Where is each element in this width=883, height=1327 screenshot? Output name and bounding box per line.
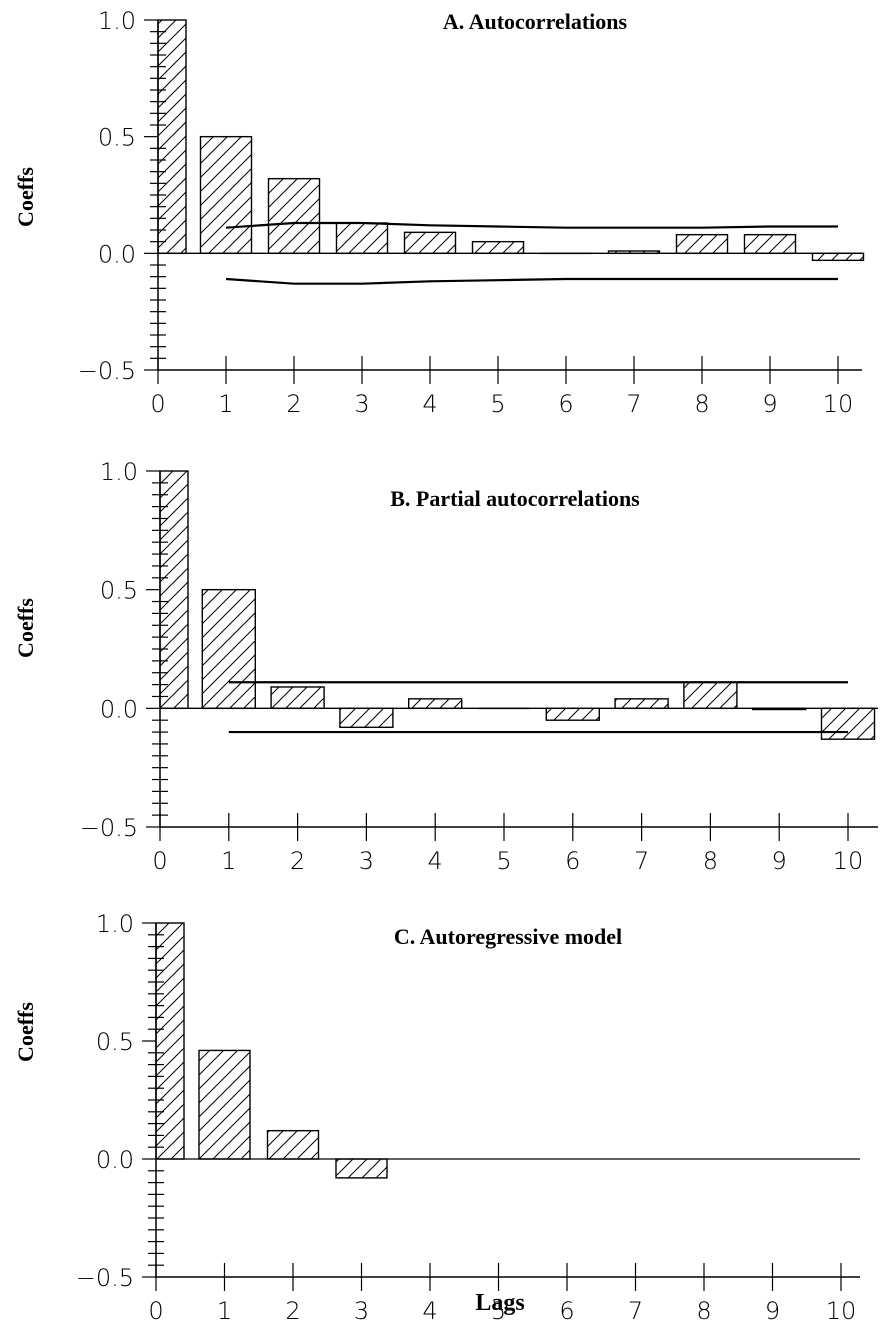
- x-tick-label: 9: [762, 390, 777, 418]
- x-tick-label: 6: [558, 390, 573, 418]
- panel-autoregressive-model: C. Autoregressive model Coeffs 1.0 0.5 0.0…: [13, 910, 860, 1325]
- y-tick-label: 0.5: [100, 577, 138, 605]
- x-tick-label: 4: [422, 1297, 437, 1325]
- bar: [155, 922, 185, 1160]
- bar: [198, 1049, 251, 1160]
- bar: [159, 470, 189, 710]
- x-axis-label: Lags: [475, 1290, 524, 1316]
- bar: [403, 231, 457, 255]
- x-tick-label: 4: [422, 390, 437, 418]
- x-tick-label: 4: [428, 847, 443, 875]
- bar: [408, 698, 463, 710]
- y-tick-label: 1.0: [98, 7, 136, 35]
- bar: [752, 707, 807, 711]
- plot-area: 1.0 0.5 0.0 −0.5 0 1 2 3 4 5 6 7 8 9 10: [76, 910, 860, 1325]
- x-tick-label: 0: [150, 390, 165, 418]
- bar: [607, 250, 661, 255]
- x-tick-label: 3: [359, 847, 374, 875]
- x-tick-label: 8: [694, 390, 709, 418]
- x-tick-label: 10: [823, 390, 854, 418]
- x-tick-label: 2: [286, 390, 301, 418]
- x-tick-label: 5: [490, 390, 505, 418]
- x-tick-label: 1: [218, 390, 233, 418]
- x-tick-label: 6: [565, 847, 580, 875]
- panel-autocorrelations: A. Autocorrelations Coeffs 1.0 0.5 0.0 −0.5…: [13, 7, 865, 418]
- x-tick-label: 3: [354, 1297, 369, 1325]
- x-tick-label: 1: [217, 1297, 232, 1325]
- y-tick-label: −0.5: [76, 1264, 134, 1292]
- panel-title: C. Autoregressive model: [394, 924, 622, 949]
- x-tick-label: 5: [491, 1297, 506, 1325]
- y-axis-label: Coeffs: [13, 598, 38, 658]
- plot-area: 1.0 0.5 0.0 −0.5 0 1 2 3 4 5 6 7 8 9 10: [78, 7, 865, 418]
- x-tick-label: 7: [626, 390, 641, 418]
- x-tick-label: 8: [696, 1297, 711, 1325]
- x-tick-label: 3: [354, 390, 369, 418]
- bar: [683, 681, 738, 710]
- bar: [471, 240, 525, 255]
- x-tick-label: 10: [826, 1297, 857, 1325]
- bar: [545, 707, 600, 721]
- x-tick-label: 2: [285, 1297, 300, 1325]
- bar: [811, 252, 865, 262]
- bar: [157, 19, 187, 255]
- y-axis-label: Coeffs: [13, 167, 38, 227]
- x-tick-label: 6: [559, 1297, 574, 1325]
- bar: [270, 686, 325, 710]
- y-tick-label: 0.0: [96, 1146, 134, 1174]
- panel-partial-autocorrelations: B. Partial autocorrelations Coeffs 1.0 0.…: [13, 458, 878, 875]
- bar: [675, 233, 729, 255]
- bar: [266, 1129, 320, 1160]
- x-tick-label: 2: [290, 847, 305, 875]
- y-tick-label: 1.0: [100, 458, 138, 486]
- y-axis-label: Coeffs: [13, 1002, 38, 1062]
- bar: [820, 707, 876, 740]
- bar: [199, 135, 253, 255]
- bar: [201, 588, 257, 710]
- y-tick-label: 0.5: [96, 1028, 134, 1056]
- x-tick-label: 5: [496, 847, 511, 875]
- x-tick-label: 0: [148, 1297, 163, 1325]
- x-tick-label: 8: [703, 847, 718, 875]
- y-tick-label: 1.0: [96, 910, 134, 938]
- panel-title: A. Autocorrelations: [443, 9, 628, 34]
- bar: [743, 233, 797, 255]
- plot-area: 1.0 0.5 0.0 −0.5 0 1 2 3 4 5 6 7 8 9 10: [80, 458, 878, 875]
- y-tick-label: −0.5: [78, 357, 136, 385]
- x-tick-label: 7: [628, 1297, 643, 1325]
- x-tick-label: 1: [221, 847, 236, 875]
- y-tick-label: 0.5: [98, 124, 136, 152]
- confidence-lower-line: [225, 277, 838, 285]
- x-tick-label: 9: [765, 1297, 780, 1325]
- x-tick-label: 9: [772, 847, 787, 875]
- panel-title: B. Partial autocorrelations: [390, 486, 640, 511]
- x-tick-label: 10: [833, 847, 864, 875]
- bar: [339, 707, 394, 729]
- y-tick-label: 0.0: [98, 240, 136, 268]
- confidence-upper-line: [225, 221, 838, 229]
- x-tick-label: 0: [152, 847, 167, 875]
- y-tick-label: 0.0: [100, 695, 138, 723]
- bar: [335, 1158, 388, 1179]
- bar: [614, 698, 669, 710]
- bar: [335, 222, 389, 255]
- x-tick-label: 7: [634, 847, 649, 875]
- bar: [267, 177, 321, 255]
- y-tick-label: −0.5: [80, 814, 138, 842]
